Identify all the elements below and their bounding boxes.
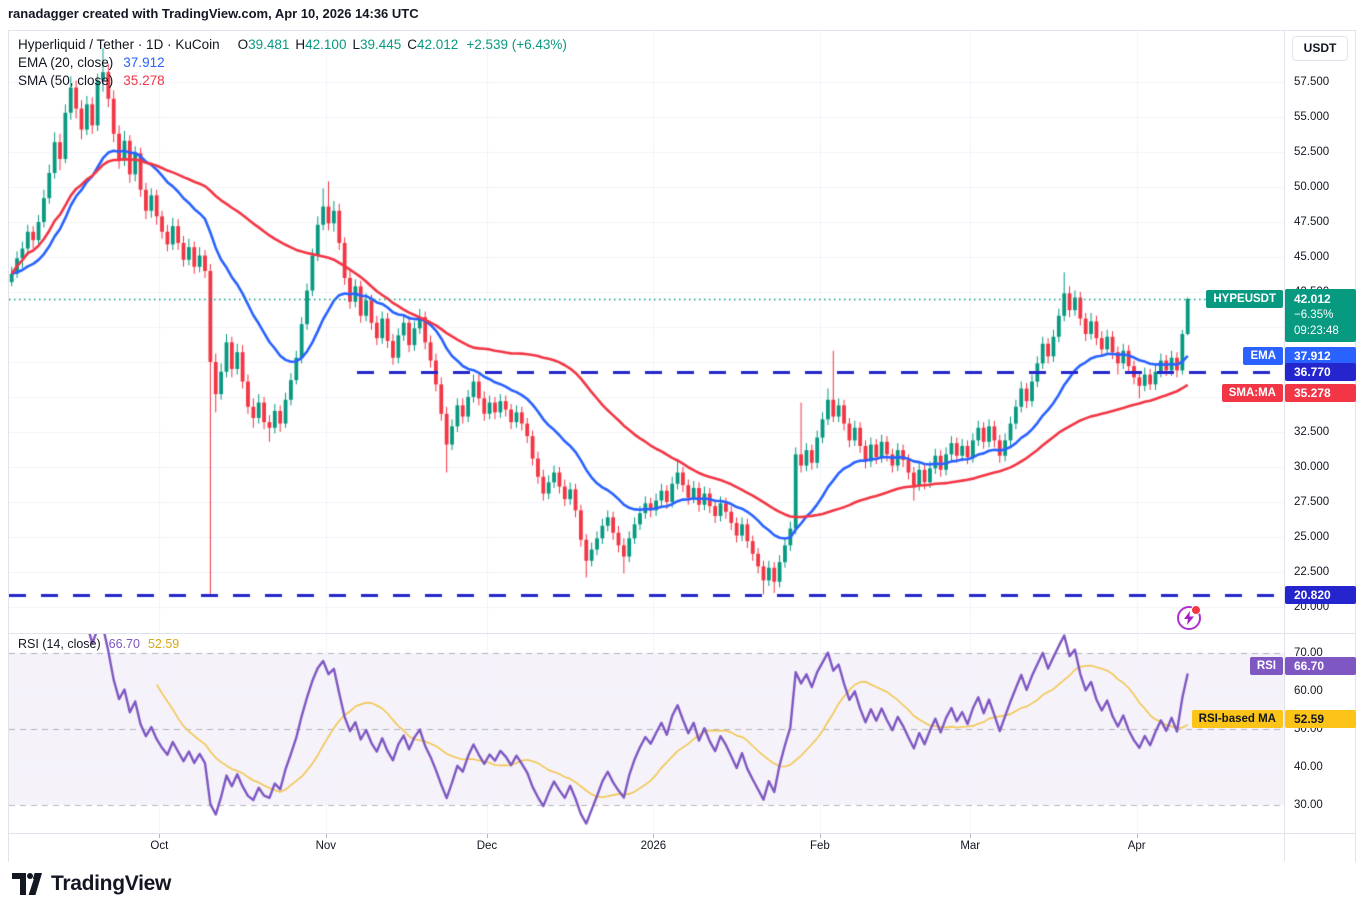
lightning-bolt-icon	[1184, 611, 1194, 625]
price-tick: 30.000	[1294, 460, 1330, 473]
sma-value: 35.278	[123, 73, 165, 88]
price-tick: 27.500	[1294, 495, 1330, 508]
price-tick: 47.500	[1294, 215, 1330, 228]
price-tick: 45.000	[1294, 250, 1330, 263]
low-label: L	[352, 37, 360, 52]
month-tick-mark	[819, 834, 821, 838]
rsi-tick: 40.00	[1294, 760, 1323, 773]
symbol-legend-row[interactable]: Hyperliquid / Tether · 1D · KuCoin O39.48…	[18, 36, 567, 53]
change-value: +2.539 (+6.43%)	[466, 37, 567, 52]
month-tick-mark	[970, 834, 972, 838]
high-label: H	[295, 37, 306, 52]
month-label: Nov	[315, 840, 337, 852]
month-label: Mar	[960, 840, 981, 852]
month-label: Oct	[150, 840, 169, 852]
price-pane-canvas[interactable]	[9, 31, 1284, 633]
ema-price-tag: EMA	[1243, 347, 1283, 366]
rsi-tick: 30.00	[1294, 798, 1323, 811]
rsi-ma-axis-value-label: 52.59	[1285, 710, 1356, 729]
last-price-axis-label: 42.012 −6.35% 09:23:48	[1285, 288, 1356, 342]
symbol-title[interactable]: Hyperliquid / Tether · 1D · KuCoin	[18, 37, 220, 52]
rsi-axis-value-label: 66.70	[1285, 656, 1356, 675]
sma-axis-label: 35.278	[1285, 384, 1356, 403]
close-value: 42.012	[417, 37, 459, 52]
close-label: C	[407, 37, 418, 52]
month-tick-mark	[653, 834, 655, 838]
chart-legend: Hyperliquid / Tether · 1D · KuCoin O39.48…	[18, 36, 567, 90]
month-label: Apr	[1127, 840, 1146, 852]
price-tick: 57.500	[1294, 75, 1330, 88]
time-axis-scale[interactable]: Oct Nov Dec 2026 Feb Mar Apr	[9, 833, 1355, 862]
month-label: 2026	[640, 840, 667, 852]
rsi-ma-value: 52.59	[147, 637, 180, 651]
ema-label: EMA (20, close)	[18, 55, 114, 70]
watermark-text: ranadagger created with TradingView.com,…	[8, 6, 419, 21]
alert-notification-dot	[1191, 605, 1201, 615]
symbol-price-tag: HYPEUSDT	[1206, 289, 1283, 308]
last-price-percent: −6.35%	[1294, 308, 1334, 321]
price-tick: 22.500	[1294, 565, 1330, 578]
rsi-legend-row[interactable]: RSI (14, close) 66.70 52.59	[18, 637, 179, 651]
rsi-pane-canvas[interactable]	[9, 633, 1284, 833]
high-value: 42.100	[305, 37, 347, 52]
open-value: 39.481	[248, 37, 290, 52]
open-label: O	[237, 37, 249, 52]
rsi-label: RSI (14, close)	[18, 637, 101, 651]
month-label: Dec	[476, 840, 498, 852]
rsi-tick: 70.00	[1294, 646, 1323, 659]
month-tick-mark	[325, 834, 327, 838]
bar-countdown: 09:23:48	[1294, 324, 1339, 337]
tradingview-logo[interactable]: TradingView	[12, 872, 171, 896]
quick-alert-icon[interactable]	[1177, 605, 1201, 630]
rsi-value-tag: RSI	[1249, 656, 1283, 675]
price-tick: 50.000	[1294, 180, 1330, 193]
price-tick: 25.000	[1294, 530, 1330, 543]
rsi-tick: 60.00	[1294, 684, 1323, 697]
rsi-value: 66.70	[108, 637, 140, 651]
support-level-axis-label: 20.820	[1285, 586, 1356, 605]
resistance-level-axis-label: 36.770	[1285, 363, 1356, 382]
tradingview-logo-icon	[12, 873, 42, 895]
sma-price-tag: SMA:MA	[1221, 384, 1283, 403]
ema-axis-label: 37.912	[1285, 347, 1356, 366]
price-tick: 52.500	[1294, 145, 1330, 158]
price-axis-scale[interactable]: USDT 57.500 55.000 52.500 50.000 47.500 45.00…	[1284, 31, 1356, 861]
last-price-value: 42.012	[1294, 291, 1331, 306]
month-label: Feb	[809, 840, 830, 852]
low-value: 39.445	[359, 37, 402, 52]
month-tick-mark	[486, 834, 488, 838]
sma-legend-row[interactable]: SMA (50, close) 35.278	[18, 72, 567, 89]
chart-frame: Hyperliquid / Tether · 1D · KuCoin O39.48…	[8, 30, 1356, 862]
tradingview-logo-text: TradingView	[51, 872, 172, 895]
month-tick-mark	[1136, 834, 1138, 838]
ema-legend-row[interactable]: EMA (20, close) 37.912	[18, 54, 567, 71]
price-tick: 55.000	[1294, 110, 1330, 123]
pane-separator[interactable]	[9, 633, 1355, 634]
sma-label: SMA (50, close)	[18, 73, 114, 88]
currency-toggle-button[interactable]: USDT	[1292, 36, 1348, 61]
ema-value: 37.912	[123, 55, 165, 70]
rsi-ma-value-tag: RSI-based MA	[1191, 710, 1283, 729]
month-tick-mark	[159, 834, 161, 838]
price-tick: 32.500	[1294, 425, 1330, 438]
